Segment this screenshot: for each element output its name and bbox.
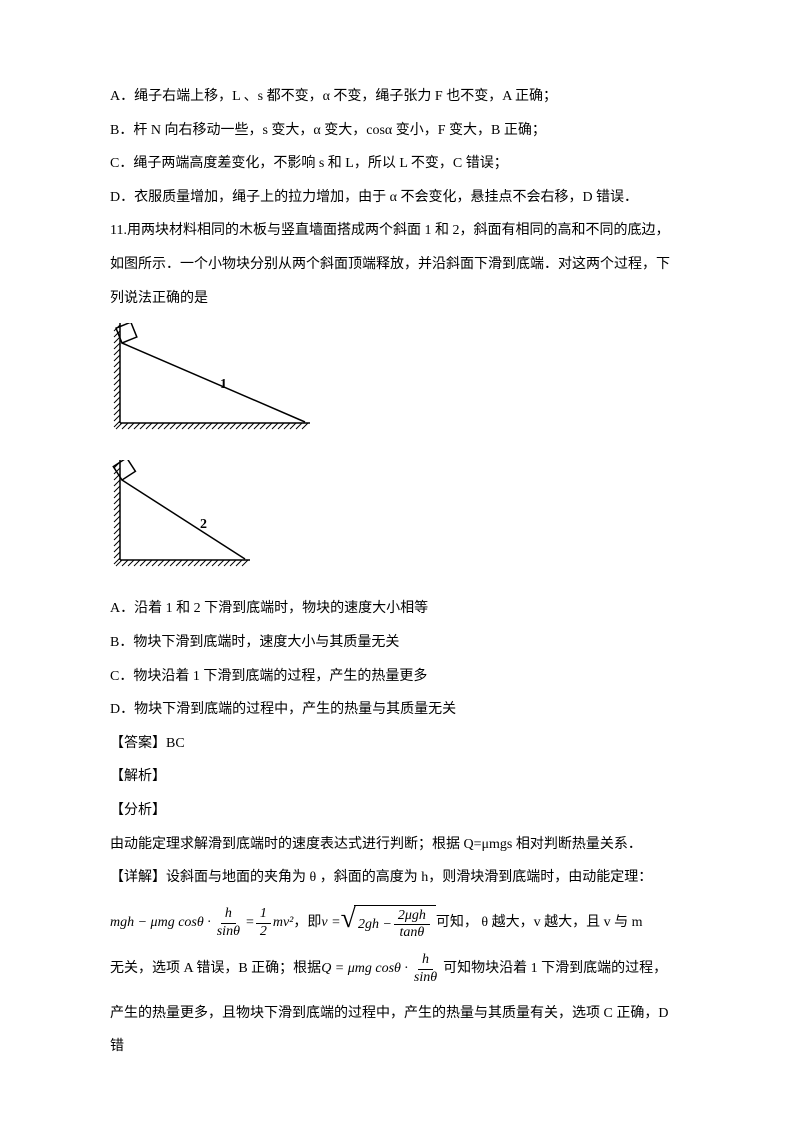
q11-line2: 如图所示．一个小物块分别从两个斜面顶端释放，并沿斜面下滑到底端．对这两个过程，下 bbox=[110, 248, 684, 282]
explain-d: D．衣服质量增加，绳子上的拉力增加，由于 α 不会变化，悬挂点不会右移，D 错误… bbox=[110, 181, 684, 215]
svg-text:1: 1 bbox=[220, 377, 227, 392]
choice-a: A．沿着 1 和 2 下滑到底端时，物块的速度大小相等 bbox=[110, 592, 684, 626]
answer-label: 【答案】BC bbox=[110, 727, 684, 761]
q11-line1: 11.用两块材料相同的木板与竖直墙面搭成两个斜面 1 和 2，斜面有相同的高和不… bbox=[110, 214, 684, 248]
formula-energy: mgh − μmg cosθ · hsinθ = 12 mv² ，即 v = √… bbox=[110, 905, 684, 943]
explain-b: B．杆 N 向右移动一些，s 变大，α 变大，cosα 变小，F 变大，B 正确… bbox=[110, 114, 684, 148]
diagram-slope-2: 2 bbox=[110, 460, 684, 589]
formula-heat: 无关，选项 A 错误，B 正确；根据 Q = μmg cosθ · hsinθ … bbox=[110, 952, 684, 987]
conclusion: 产生的热量更多，且物块下滑到底端的过程中，产生的热量与其质量有关，选项 C 正确… bbox=[110, 997, 684, 1064]
q11-line3: 列说法正确的是 bbox=[110, 282, 684, 316]
jiexi-label: 【解析】 bbox=[110, 760, 684, 794]
svg-text:2: 2 bbox=[200, 517, 207, 532]
fenxi-label: 【分析】 bbox=[110, 794, 684, 828]
explain-c: C．绳子两端高度差变化，不影响 s 和 L，所以 L 不变，C 错误； bbox=[110, 147, 684, 181]
xiangjie-text: 【详解】设斜面与地面的夹角为 θ ，斜面的高度为 h，则滑块滑到底端时，由动能定… bbox=[110, 861, 684, 895]
choice-b: B．物块下滑到底端时，速度大小与其质量无关 bbox=[110, 626, 684, 660]
fenxi-text: 由动能定理求解滑到底端时的速度表达式进行判断；根据 Q=μmgs 相对判断热量关… bbox=[110, 828, 684, 862]
choice-d: D．物块下滑到底端的过程中，产生的热量与其质量无关 bbox=[110, 693, 684, 727]
choice-c: C．物块沿着 1 下滑到底端的过程，产生的热量更多 bbox=[110, 660, 684, 694]
diagram-slope-1: 1 bbox=[110, 323, 684, 452]
explain-a: A．绳子右端上移，L 、s 都不变，α 不变，绳子张力 F 也不变，A 正确； bbox=[110, 80, 684, 114]
